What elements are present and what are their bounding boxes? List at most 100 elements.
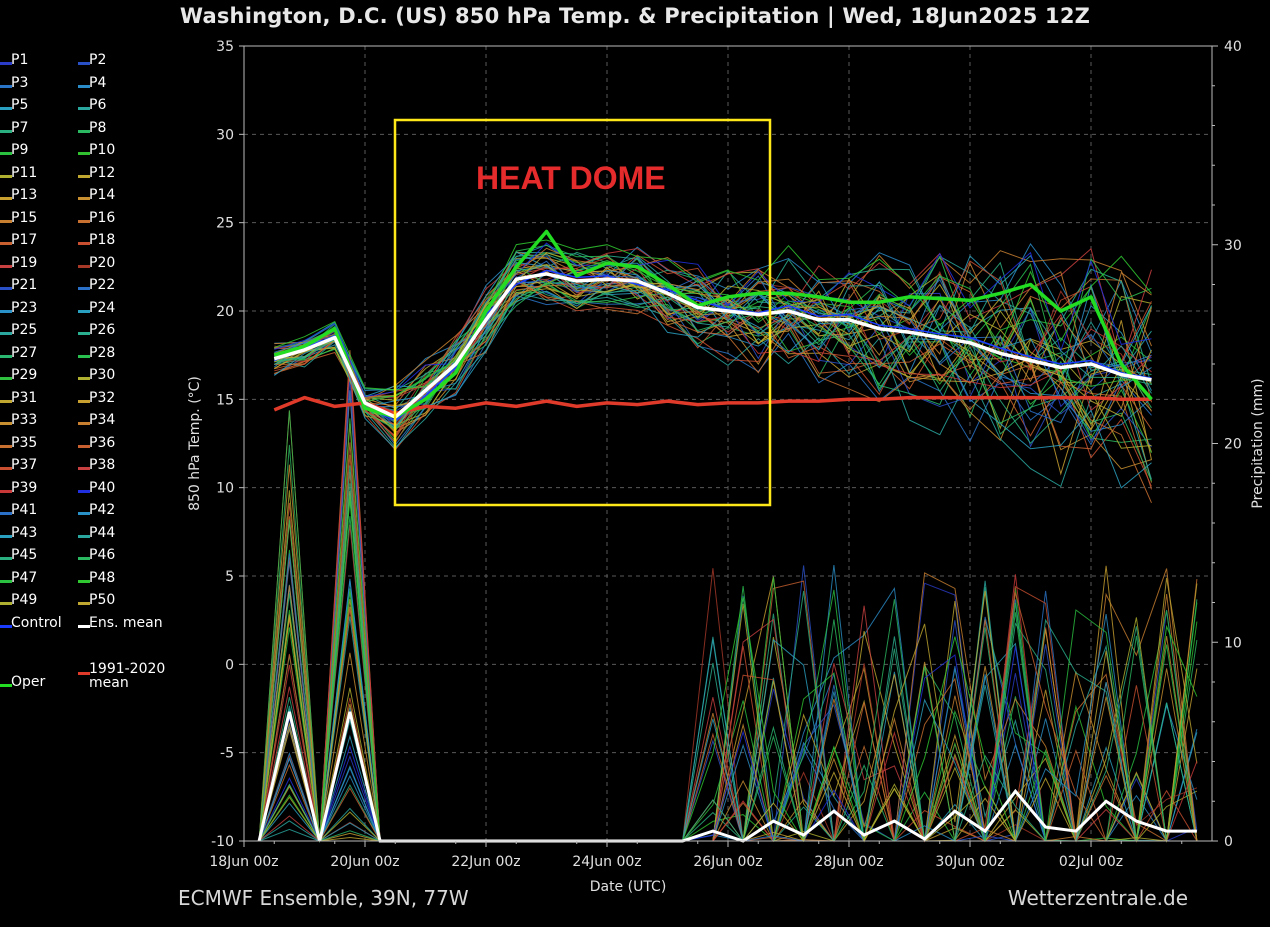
legend-label-p40: P40: [89, 479, 116, 496]
legend-label-p5: P5: [11, 97, 29, 113]
legend-swatch: [78, 377, 90, 380]
legend-label-p50: P50: [89, 592, 116, 608]
legend-label-p30: P30: [89, 367, 116, 383]
y2-tick-label: 10: [1224, 635, 1242, 651]
legend-label-p8: P8: [89, 119, 107, 136]
legend-swatch: [0, 467, 12, 470]
legend-label-p33: P33: [11, 412, 38, 428]
legend-label-p34: P34: [89, 412, 116, 428]
legend-label-p41: P41: [11, 502, 38, 518]
legend-label-p11: P11: [11, 164, 38, 181]
legend-swatch: [0, 534, 12, 538]
member-line-p48: [274, 239, 1152, 391]
member-line-p37: [274, 254, 1152, 400]
legend-label-p7: P7: [11, 119, 29, 136]
legend-label-p1: P1: [11, 52, 29, 68]
legend-label-p15: P15: [11, 209, 38, 226]
legend-swatch: [0, 444, 12, 448]
legend-swatch: [78, 62, 90, 65]
legend-swatch: [0, 422, 12, 425]
legend-swatch: [0, 152, 12, 155]
x-tick-label: 18Jun 00z: [209, 854, 278, 870]
legend-label-control: Control: [11, 614, 62, 631]
legend-swatch: [78, 602, 90, 605]
member-line-p25: [274, 292, 1152, 488]
axes: -10 -5 0 5 10 15 20 25 30 35 0 10 20 30 40 18Jun 00z 20J…: [187, 39, 1266, 895]
legend-label-p29: P29: [11, 367, 38, 383]
member-line-p47: [274, 259, 1152, 403]
y-tick-label: -10: [211, 834, 234, 850]
legend-label-p45: P45: [11, 547, 38, 563]
legend-label-p36: P36: [89, 434, 116, 451]
legend-swatch: [0, 107, 12, 110]
legend-swatch: [0, 332, 12, 335]
legend-swatch: [0, 242, 12, 245]
legend-swatch: [78, 84, 90, 88]
x-axis-label: Date (UTC): [590, 879, 667, 895]
legend-swatch: [0, 197, 12, 200]
legend-swatch: [78, 444, 90, 448]
legend-swatch: [78, 354, 90, 358]
legend-swatch: [78, 557, 90, 560]
legend-label-p39: P39: [11, 479, 38, 496]
legend-label-p35: P35: [11, 434, 38, 451]
y-tick-label: 10: [216, 481, 234, 497]
legend-label-p22: P22: [89, 277, 116, 293]
member-line-p18: [274, 279, 1152, 487]
legend-swatch: [78, 219, 90, 223]
x-tick-label: 30Jun 00z: [935, 854, 1004, 870]
y-tick-label: 5: [225, 569, 234, 585]
legend-swatch: [78, 107, 90, 110]
legend-label-p3: P3: [11, 74, 29, 91]
x-tick-label: 02Jul 00z: [1059, 854, 1123, 870]
legend-swatch: [78, 129, 90, 133]
legend-swatch: [0, 512, 12, 515]
legend-swatch: [78, 197, 90, 200]
legend-label-p31: P31: [11, 389, 38, 406]
legend-label-p9: P9: [11, 142, 29, 158]
legend-swatch: [0, 602, 12, 605]
legend-label-p24: P24: [89, 299, 116, 316]
legend-label-p32: P32: [89, 389, 116, 406]
legend-label-p44: P44: [89, 524, 116, 541]
member-line-p40: [274, 242, 1152, 398]
legend-swatch: [0, 287, 12, 290]
legend-swatch: [0, 84, 12, 88]
legend-label-p17: P17: [11, 232, 38, 248]
x-tick-label: 24Jun 00z: [572, 854, 641, 870]
legend-label-p18: P18: [89, 232, 116, 248]
legend-label-p46: P46: [89, 547, 116, 563]
legend-label-p10: P10: [89, 142, 116, 158]
y2-tick-label: 30: [1224, 238, 1242, 254]
legend-label-p6: P6: [89, 97, 107, 113]
legend-label-p13: P13: [11, 187, 38, 203]
legend-swatch: [78, 489, 90, 493]
legend-swatch: [0, 174, 12, 178]
legend-label-oper: Oper: [11, 674, 46, 691]
legend-label-p28: P28: [89, 344, 116, 361]
legend-swatch: [0, 219, 12, 223]
legend-swatch: [78, 152, 90, 155]
x-tick-label: 22Jun 00z: [451, 854, 520, 870]
member-line-p44: [274, 264, 1152, 430]
legend-swatch: [78, 579, 90, 583]
y-tick-label: 25: [216, 216, 234, 232]
legend-swatch: [0, 684, 12, 688]
legend-label-p37: P37: [11, 457, 38, 473]
legend-label-p2: P2: [89, 52, 107, 68]
legend-label-p16: P16: [89, 209, 116, 226]
legend-swatch: [78, 309, 90, 313]
legend-swatch: [0, 579, 12, 583]
legend-swatch: [0, 129, 12, 133]
legend-label-p21: P21: [11, 277, 38, 293]
legend-swatch: [78, 174, 90, 178]
legend-swatch: [78, 512, 90, 515]
legend-label-p19: P19: [11, 254, 38, 271]
y-tick-label: 35: [216, 39, 234, 55]
footer-site: Wetterzentrale.de: [1007, 886, 1188, 910]
legend-label-p38: P38: [89, 457, 116, 473]
y2-tick-label: 40: [1224, 39, 1242, 55]
y-tick-label: -5: [220, 746, 234, 762]
legend-swatch: [78, 399, 90, 403]
